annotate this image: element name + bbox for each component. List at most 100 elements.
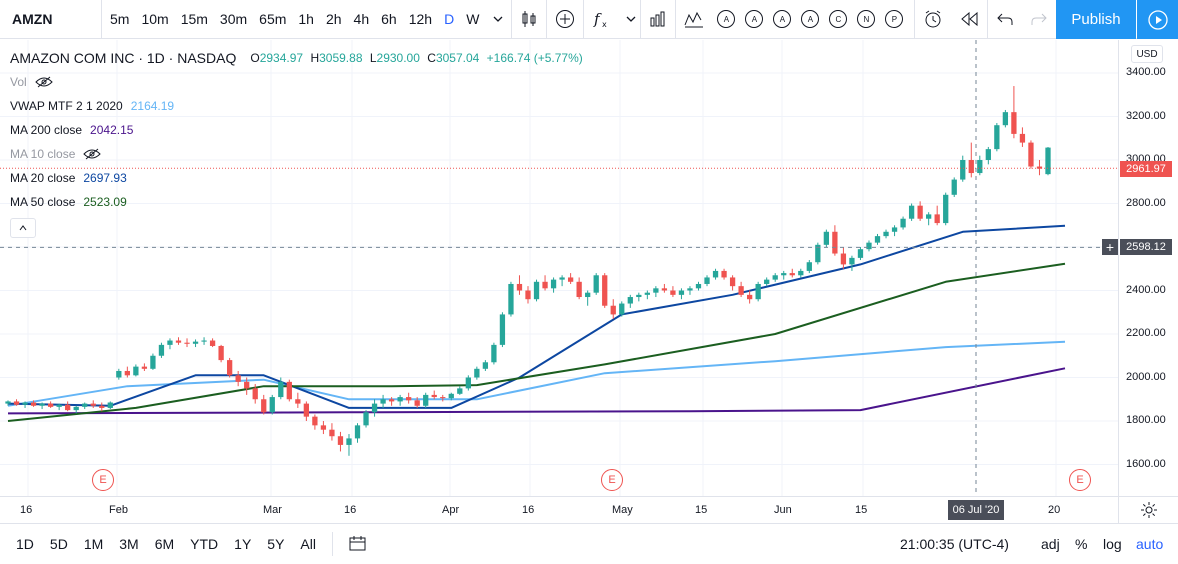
candle-body [687, 288, 693, 291]
study-row[interactable]: MA 200 close 2042.15 [10, 118, 583, 142]
eye-hidden-icon[interactable] [34, 76, 53, 88]
price-scale[interactable] [1118, 40, 1178, 496]
candle-body [107, 402, 113, 408]
collapse-legend-button[interactable] [10, 218, 36, 238]
candle-body [840, 253, 847, 265]
templates-button[interactable] [676, 0, 712, 39]
candle-body [781, 273, 787, 276]
candle-body [209, 340, 216, 346]
range-5d[interactable]: 5D [49, 536, 68, 552]
compare-button[interactable] [547, 0, 583, 39]
earnings-marker[interactable]: E [601, 469, 623, 491]
timeframe-w[interactable]: W [466, 11, 480, 27]
time-scale[interactable]: 16 Feb Mar 16 Apr 16 May 15 Jun 15 20 06 Jul '20 [0, 496, 1118, 523]
symbol-search-button[interactable]: AMZN [0, 0, 102, 39]
earnings-marker[interactable]: E [92, 469, 114, 491]
timeframe-d[interactable]: D [444, 11, 455, 27]
clock[interactable]: 21:00:35 (UTC-4) [900, 536, 1009, 552]
candle-body [704, 277, 710, 284]
time-label: 16 [522, 504, 535, 516]
candle-body [431, 394, 437, 398]
range-all[interactable]: All [300, 536, 316, 552]
earnings-marker[interactable]: E [1069, 469, 1091, 491]
study-row[interactable]: MA 10 close [10, 142, 583, 166]
indicator-templates-icon [684, 11, 704, 28]
timeframe-30m[interactable]: 30m [219, 11, 248, 27]
candle-body [670, 290, 676, 295]
candle-body [849, 257, 855, 265]
symbol-title[interactable]: AMAZON COM INC · 1D · NASDAQ [10, 50, 237, 66]
alert-letter-2[interactable]: A [773, 10, 792, 28]
undo-button[interactable] [988, 0, 1022, 39]
timeframe-dropdown[interactable] [485, 0, 511, 39]
study-row[interactable]: VWAP MTF 2 1 2020 2164.19 [10, 94, 583, 118]
range-1d[interactable]: 1D [16, 536, 34, 552]
currency-button[interactable]: USD [1131, 45, 1163, 63]
candle-body [960, 160, 966, 180]
alert-letter-6[interactable]: P [885, 10, 904, 28]
price-chart[interactable] [0, 40, 1118, 496]
chart-settings-button[interactable] [1118, 496, 1178, 523]
range-6m[interactable]: 6M [154, 536, 175, 552]
alert-letter-1[interactable]: A [745, 10, 764, 28]
timeframe-4h[interactable]: 4h [353, 11, 370, 27]
timeframe-65m[interactable]: 65m [259, 11, 287, 27]
add-plus-icon[interactable]: + [1102, 239, 1118, 255]
price-label: 2800.00 [1126, 196, 1166, 209]
timeframe-12h[interactable]: 12h [408, 11, 433, 27]
crosshair-price-tag: 2598.12 [1120, 239, 1172, 255]
chart-pane[interactable]: AMAZON COM INC · 1D · NASDAQ O2934.97 H3… [0, 40, 1118, 496]
date-range-button[interactable] [341, 535, 375, 554]
adj-toggle[interactable]: adj [1041, 536, 1060, 552]
chevron-down-icon [493, 16, 503, 22]
redo-button[interactable] [1022, 0, 1056, 39]
last-price-tag: 2961.97 [1120, 161, 1172, 177]
candle-body [192, 341, 199, 344]
alert-letter-0[interactable]: A [717, 10, 736, 28]
price-label: 1600.00 [1126, 457, 1166, 470]
alert-letter-3[interactable]: A [801, 10, 820, 28]
alert-letter-4[interactable]: C [829, 10, 848, 28]
range-3m[interactable]: 3M [119, 536, 139, 552]
auto-toggle[interactable]: auto [1136, 536, 1164, 552]
percent-toggle[interactable]: % [1075, 536, 1088, 552]
range-1y[interactable]: 1Y [234, 536, 252, 552]
candle-body [150, 355, 156, 369]
study-row[interactable]: MA 20 close 2697.93 [10, 166, 583, 190]
candle-body [968, 160, 974, 174]
log-toggle[interactable]: log [1103, 536, 1122, 552]
alert-button[interactable] [915, 0, 951, 39]
indicators-dropdown[interactable] [622, 0, 640, 39]
timeframe-6h[interactable]: 6h [381, 11, 397, 27]
timeframe-1h[interactable]: 1h [298, 11, 314, 27]
range-5y[interactable]: 5Y [267, 536, 285, 552]
gear-icon [1140, 502, 1157, 518]
redo-icon [1031, 13, 1048, 25]
calendar-icon [349, 535, 366, 550]
chart-type-button[interactable] [512, 0, 546, 39]
timeframe-5m[interactable]: 5m [110, 11, 130, 27]
study-label: MA 200 close [10, 123, 83, 137]
eye-hidden-icon[interactable] [83, 148, 102, 160]
change-value: +166.74 (+5.77%) [486, 51, 583, 65]
candle-body [576, 281, 582, 298]
timeframe-2h[interactable]: 2h [325, 11, 342, 27]
candle-body [244, 381, 250, 389]
time-label: 16 [20, 504, 33, 516]
study-row[interactable]: MA 50 close 2523.09 [10, 190, 583, 214]
timeframe-10m[interactable]: 10m [141, 11, 169, 27]
time-label: May [612, 504, 633, 516]
fullscreen-play-button[interactable] [1137, 0, 1178, 39]
replay-button[interactable] [951, 0, 987, 39]
alert-letter-5[interactable]: N [857, 10, 876, 28]
candle-body [218, 345, 224, 361]
financials-button[interactable] [641, 0, 675, 39]
candle-body [550, 279, 557, 289]
timeframe-15m[interactable]: 15m [180, 11, 208, 27]
range-1m[interactable]: 1M [83, 536, 104, 552]
candle-body [602, 275, 608, 306]
publish-button[interactable]: Publish [1056, 0, 1136, 39]
candle-body [295, 399, 301, 404]
range-ytd[interactable]: YTD [190, 536, 219, 552]
